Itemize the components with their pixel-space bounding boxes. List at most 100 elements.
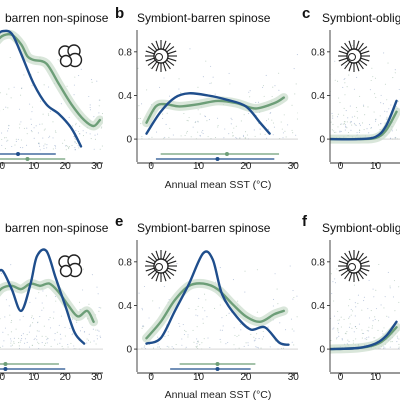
occurrence-point (5, 106, 7, 108)
occurrence-point (343, 121, 345, 123)
occurrence-point (384, 83, 386, 85)
occurrence-point (217, 125, 219, 127)
y-tick-label: 0.8 (118, 47, 132, 58)
occurrence-point (249, 96, 251, 98)
occurrence-point (238, 347, 240, 349)
occurrence-point (379, 115, 381, 117)
occurrence-point (336, 80, 339, 82)
x-tick-label: 0 (338, 372, 344, 383)
occurrence-point (2, 345, 4, 347)
occurrence-point (232, 135, 234, 137)
occurrence-point (196, 326, 198, 328)
chamber (155, 53, 163, 61)
occurrence-point (70, 342, 72, 344)
occurrence-point (257, 347, 260, 349)
occurrence-point (100, 127, 102, 129)
occurrence-point (263, 95, 265, 97)
occurrence-point (139, 117, 142, 120)
panel-letter: c (302, 5, 310, 22)
occurrence-point (344, 94, 346, 96)
occurrence-point (95, 343, 97, 345)
occurrence-point (393, 280, 396, 282)
occurrence-point (355, 107, 357, 109)
occurrence-point (291, 129, 293, 131)
occurrence-point (37, 132, 39, 134)
occurrence-point (364, 114, 366, 116)
occurrence-point (237, 300, 239, 302)
occurrence-point (143, 285, 146, 288)
occurrence-point (77, 145, 79, 147)
occurrence-point (351, 327, 353, 329)
occurrence-point (31, 131, 33, 133)
occurrence-point (73, 94, 75, 96)
occurrence-point (366, 338, 368, 341)
occurrence-point (380, 123, 382, 125)
occurrence-point (82, 130, 84, 132)
occurrence-point (188, 116, 190, 119)
occurrence-point (331, 129, 333, 131)
occurrence-point (342, 86, 344, 89)
occurrence-point (41, 302, 43, 304)
occurrence-point (337, 126, 339, 128)
occurrence-point (13, 86, 15, 88)
occurrence-point (88, 95, 90, 98)
series-line-blue (330, 320, 398, 351)
occurrence-point (332, 281, 334, 283)
occurrence-point (381, 330, 384, 332)
occurrence-point (22, 147, 24, 149)
plot-area (330, 263, 400, 354)
occurrence-point (394, 310, 396, 312)
occurrence-point (223, 137, 225, 139)
x-tick-label: 30 (288, 161, 300, 172)
occurrence-point (74, 147, 76, 149)
occurrence-point (255, 346, 257, 348)
occurrence-point (209, 346, 211, 349)
chamber (346, 258, 362, 274)
occurrence-point (384, 296, 386, 298)
occurrence-point (91, 274, 93, 276)
occurrence-point (197, 109, 199, 111)
occurrence-point (364, 338, 366, 340)
occurrence-point (370, 310, 372, 312)
occurrence-point (19, 146, 22, 149)
occurrence-point (60, 338, 62, 340)
panel-c: c Symbiont-oblig 0 10 0 0.4 0.8 (302, 5, 400, 172)
occurrence-point (263, 336, 265, 338)
occurrence-point (62, 142, 64, 144)
occurrence-point (167, 331, 169, 333)
occurrence-point (331, 112, 333, 115)
occurrence-point (64, 326, 66, 328)
occurrence-point (272, 298, 275, 300)
occurrence-point (96, 338, 98, 340)
confidence-band (0, 29, 103, 131)
occurrence-point (203, 293, 206, 295)
occurrence-point (359, 130, 361, 132)
chamber (155, 263, 163, 271)
occurrence-point (23, 127, 25, 129)
occurrence-point (225, 314, 227, 316)
occurrence-point (332, 328, 334, 330)
occurrence-point (274, 85, 276, 87)
occurrence-point (49, 327, 52, 329)
occurrence-point (350, 121, 352, 123)
occurrence-point (98, 112, 100, 114)
occurrence-point (26, 127, 28, 129)
occurrence-point (64, 139, 66, 141)
occurrence-point (205, 299, 207, 301)
occurrence-point (333, 130, 335, 132)
occurrence-point (206, 316, 208, 318)
occurrence-point (57, 59, 59, 61)
occurrence-point (168, 136, 170, 138)
occurrence-point (294, 93, 296, 95)
occurrence-point (99, 335, 101, 337)
range-midpoint (3, 362, 8, 366)
occurrence-point (30, 123, 33, 125)
occurrence-point (292, 132, 294, 134)
occurrence-point (348, 305, 350, 307)
occurrence-point (398, 286, 400, 288)
occurrence-point (383, 52, 385, 54)
range-bar-green (160, 152, 280, 156)
occurrence-point (10, 345, 12, 347)
occurrence-point (334, 278, 336, 280)
occurrence-point (380, 102, 382, 104)
